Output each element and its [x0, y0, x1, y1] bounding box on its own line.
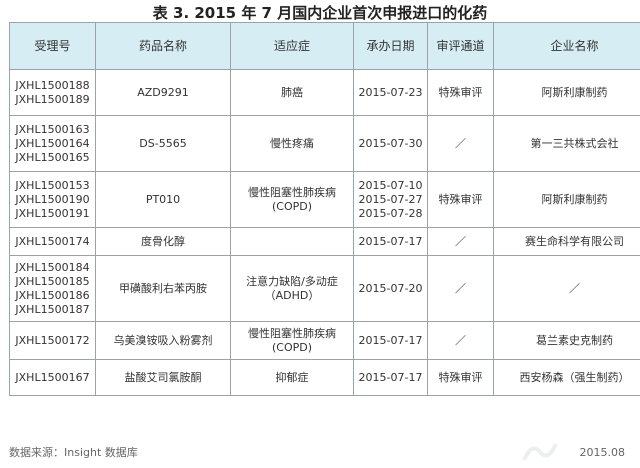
- company-name: 阿斯利康制药: [493, 69, 640, 116]
- company-name: 西安杨森（强生制药）: [493, 359, 640, 396]
- handling-date-line: 2015-07-30: [358, 136, 423, 150]
- table-row: JXHL1500174 度骨化醇 2015-07-17 ／赛生命科学有限公司: [9, 227, 640, 256]
- review-channel: 特殊审评: [427, 69, 494, 116]
- acceptance-number-line: JXHL1500188: [15, 78, 90, 92]
- table-row: JXHL1500188 JXHL1500189 AZD9291 肺癌 2015-07-2…: [9, 69, 640, 116]
- indication-line: （ADHD）: [264, 288, 320, 302]
- handling-date: 2015-07-17: [353, 359, 428, 396]
- report-date: 2015.08: [579, 446, 626, 459]
- indication-line: 慢性疼痛: [270, 136, 314, 150]
- company-name: 葛兰素史克制药: [493, 321, 640, 360]
- acceptance-number: JXHL1500188 JXHL1500189: [9, 69, 96, 116]
- acceptance-number-line: JXHL1500187: [15, 302, 90, 316]
- handling-date-line: 2015-07-23: [358, 85, 423, 99]
- acceptance-number-line: JXHL1500190: [15, 192, 90, 206]
- indication: 慢性阻塞性肺疾病 (COPD): [230, 171, 354, 228]
- header-row: 受理号 药品名称 适应症 承办日期 审评通道 企业名称: [9, 22, 640, 70]
- indication: [230, 227, 354, 256]
- acceptance-number-line: JXHL1500185: [15, 274, 90, 288]
- table-row: JXHL1500163 JXHL1500164 JXHL1500165 DS-5565…: [9, 115, 640, 172]
- acceptance-number-line: JXHL1500174: [15, 234, 90, 248]
- table-title: 表 3. 2015 年 7 月国内企业首次申报进口的化药: [152, 4, 488, 22]
- indication: 注意力缺陷/多动症 （ADHD）: [230, 255, 354, 322]
- handling-date-line: 2015-07-10: [358, 178, 423, 192]
- drug-name: 度骨化醇: [95, 227, 231, 256]
- review-channel: ／: [427, 115, 494, 172]
- handling-date-line: 2015-07-17: [358, 370, 423, 384]
- indication-line: (COPD): [271, 199, 313, 213]
- column-header: 适应症: [230, 22, 354, 70]
- indication-line: 慢性阻塞性肺疾病: [248, 326, 336, 340]
- drug-name: PT010: [95, 171, 231, 228]
- indication-line: 注意力缺陷/多动症: [246, 274, 338, 288]
- acceptance-number-line: JXHL1500184: [15, 260, 90, 274]
- acceptance-number-line: JXHL1500163: [15, 122, 90, 136]
- acceptance-number-line: JXHL1500191: [15, 206, 90, 220]
- handling-date-line: 2015-07-27: [358, 192, 423, 206]
- review-channel: ／: [427, 227, 494, 256]
- handling-date-line: 2015-07-17: [358, 333, 423, 347]
- column-header: 受理号: [9, 22, 96, 70]
- acceptance-number: JXHL1500174: [9, 227, 96, 256]
- indication-line: 肺癌: [281, 85, 303, 99]
- drug-name: AZD9291: [95, 69, 231, 116]
- acceptance-number-line: JXHL1500186: [15, 288, 90, 302]
- drug-name: DS-5565: [95, 115, 231, 172]
- handling-date-line: 2015-07-17: [358, 234, 423, 248]
- handling-date: 2015-07-30: [353, 115, 428, 172]
- handling-date: 2015-07-23: [353, 69, 428, 116]
- handling-date: 2015-07-17: [353, 321, 428, 360]
- company-name: ／: [493, 255, 640, 322]
- indication: 慢性疼痛: [230, 115, 354, 172]
- table-row: JXHL1500167 盐酸艾司氯胺酮 抑郁症 2015-07-17 特殊审评 西安杨森（…: [9, 359, 640, 396]
- watermark-logo: [522, 443, 558, 461]
- handling-date-line: 2015-07-20: [358, 281, 423, 295]
- table-row: JXHL1500153 JXHL1500190 JXHL1500191 PT010 慢性…: [9, 171, 640, 228]
- review-channel: 特殊审评: [427, 359, 494, 396]
- table-row: JXHL1500184 JXHL1500185 JXHL1500186 JXHL150…: [9, 255, 640, 322]
- handling-date-line: 2015-07-28: [358, 206, 423, 220]
- acceptance-number-line: JXHL1500172: [15, 333, 90, 347]
- review-channel: 特殊审评: [427, 171, 494, 228]
- handling-date: 2015-07-17: [353, 227, 428, 256]
- table-row: JXHL1500172 乌美溴铵吸入粉雾剂 慢性阻塞性肺疾病 (COPD) 2015-0…: [9, 321, 640, 360]
- company-name: 阿斯利康制药: [493, 171, 640, 228]
- handling-date: 2015-07-10 2015-07-27 2015-07-28: [353, 171, 428, 228]
- handling-date: 2015-07-20: [353, 255, 428, 322]
- review-channel: ／: [427, 255, 494, 322]
- column-header: 药品名称: [95, 22, 231, 70]
- indication-line: 抑郁症: [275, 370, 309, 384]
- acceptance-number: JXHL1500163 JXHL1500164 JXHL1500165: [9, 115, 96, 172]
- column-header: 企业名称: [493, 22, 640, 70]
- indication-line: 慢性阻塞性肺疾病: [248, 185, 336, 199]
- drug-name: 乌美溴铵吸入粉雾剂: [95, 321, 231, 360]
- review-channel: ／: [427, 321, 494, 360]
- column-header: 审评通道: [427, 22, 494, 70]
- indication-line: (COPD): [271, 340, 313, 354]
- acceptance-number-line: JXHL1500165: [15, 150, 90, 164]
- drug-name: 盐酸艾司氯胺酮: [95, 359, 231, 396]
- acceptance-number: JXHL1500153 JXHL1500190 JXHL1500191: [9, 171, 96, 228]
- indication: 慢性阻塞性肺疾病 (COPD): [230, 321, 354, 360]
- acceptance-number-line: JXHL1500189: [15, 92, 90, 106]
- acceptance-number-line: JXHL1500153: [15, 178, 90, 192]
- drug-name: 甲磺酸利右苯丙胺: [95, 255, 231, 322]
- company-name: 第一三共株式会社: [493, 115, 640, 172]
- indication: 抑郁症: [230, 359, 354, 396]
- acceptance-number: JXHL1500167: [9, 359, 96, 396]
- acceptance-number-line: JXHL1500164: [15, 136, 90, 150]
- acceptance-number: JXHL1500184 JXHL1500185 JXHL1500186 JXHL150…: [9, 255, 96, 322]
- company-name: 赛生命科学有限公司: [493, 227, 640, 256]
- source-note: 数据来源：Insight 数据库: [9, 446, 138, 459]
- indication: 肺癌: [230, 69, 354, 116]
- acceptance-number-line: JXHL1500167: [15, 370, 90, 384]
- drug-table: 受理号 药品名称 适应症 承办日期 审评通道 企业名称 JXHL1500188 JXHL15…: [9, 22, 640, 396]
- column-header: 承办日期: [353, 22, 428, 70]
- acceptance-number: JXHL1500172: [9, 321, 96, 360]
